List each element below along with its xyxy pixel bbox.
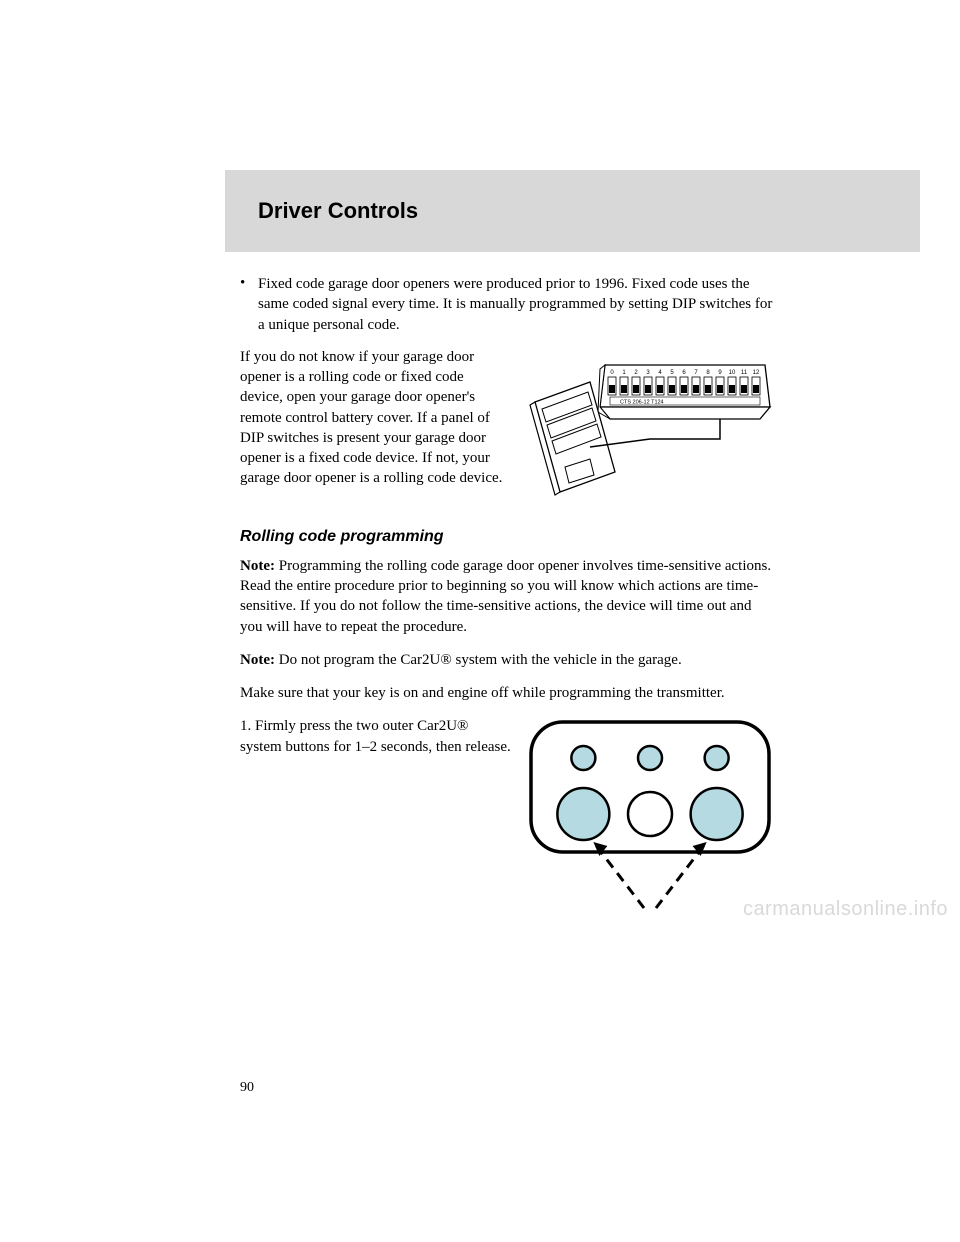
dip-paragraph: If you do not know if your garage door o… <box>240 347 506 502</box>
bullet-item: • Fixed code garage door openers were pr… <box>240 274 775 335</box>
note-label: Note: <box>240 558 275 574</box>
bullet-text: Fixed code garage door openers were prod… <box>258 274 775 335</box>
note-1: Note: Programming the rolling code garag… <box>240 556 775 637</box>
section-title: Driver Controls <box>258 198 920 224</box>
svg-text:11: 11 <box>741 370 748 376</box>
bullet-marker: • <box>240 274 258 335</box>
note-text: Do not program the Car2U® system with th… <box>275 652 682 668</box>
page-number: 90 <box>240 1080 254 1096</box>
button-panel-figure <box>525 716 775 931</box>
watermark: carmanualsonline.info <box>743 898 948 921</box>
step-1-text: 1. Firmly press the two outer Car2U® sys… <box>240 716 511 931</box>
svg-text:10: 10 <box>729 370 736 376</box>
section-header: Driver Controls <box>225 170 920 252</box>
instruction-paragraph: Make sure that your key is on and engine… <box>240 683 775 703</box>
note-2: Note: Do not program the Car2U® system w… <box>240 650 775 670</box>
svg-text:12: 12 <box>753 370 760 376</box>
dip-switch-figure: 0123456789101112CTS 206-12 T124 <box>520 347 775 502</box>
section-heading: Rolling code programming <box>240 528 775 546</box>
note-text: Programming the rolling code garage door… <box>240 558 771 635</box>
note-label: Note: <box>240 652 275 668</box>
svg-text:CTS 206-12 T124: CTS 206-12 T124 <box>620 399 664 405</box>
